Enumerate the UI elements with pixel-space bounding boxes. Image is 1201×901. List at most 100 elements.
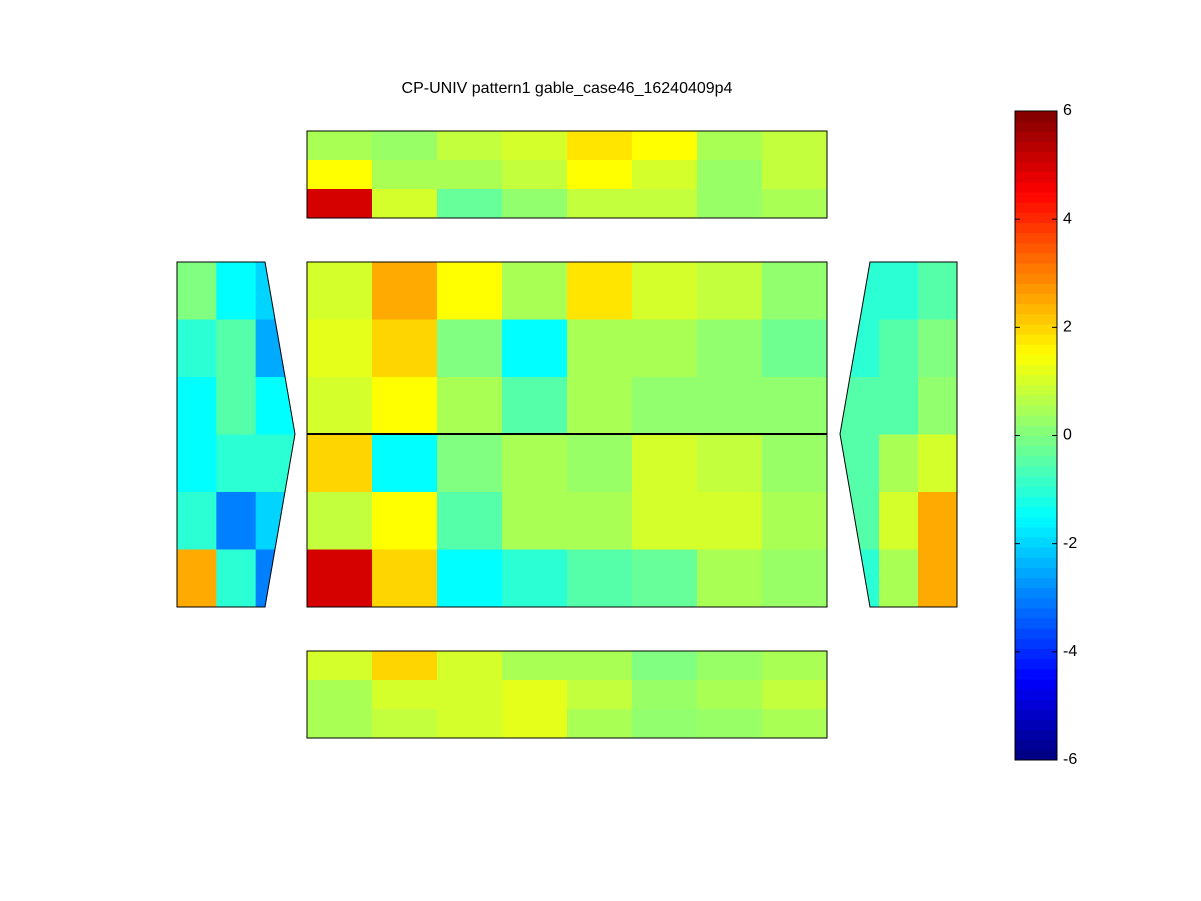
contour-cell bbox=[372, 651, 438, 681]
contour-cell bbox=[307, 434, 373, 493]
panel-frame bbox=[306, 130, 828, 219]
contour-cell bbox=[762, 680, 828, 710]
contour-cell bbox=[567, 651, 633, 681]
colorbar-swatch bbox=[1015, 283, 1057, 295]
contour-cell bbox=[437, 131, 503, 161]
colorbar-swatch bbox=[1015, 668, 1057, 680]
colorbar-swatch bbox=[1015, 699, 1057, 710]
contour-cell bbox=[567, 377, 633, 435]
contour-cell bbox=[697, 434, 763, 493]
contour-cell bbox=[918, 549, 957, 607]
colorbar-swatch bbox=[1015, 719, 1057, 731]
contour-cell bbox=[879, 377, 919, 435]
colorbar-swatch bbox=[1015, 709, 1057, 720]
contour-cell bbox=[307, 651, 373, 681]
contour-cell bbox=[177, 377, 217, 435]
contour-cell bbox=[632, 160, 698, 190]
contour-cell bbox=[437, 434, 503, 493]
contour-cell bbox=[879, 262, 919, 320]
contour-cell bbox=[762, 709, 828, 739]
contour-cell bbox=[307, 131, 373, 161]
contour-cell bbox=[697, 131, 763, 161]
colorbar-swatch bbox=[1015, 689, 1057, 700]
colorbar-swatch bbox=[1015, 577, 1057, 589]
contour-cell bbox=[177, 319, 217, 378]
contour-cell bbox=[437, 651, 503, 681]
contour-cell bbox=[632, 319, 698, 378]
contour-cell bbox=[372, 492, 438, 550]
contour-cell bbox=[437, 377, 503, 435]
contour-cell bbox=[307, 492, 373, 550]
colorbar-swatch bbox=[1015, 242, 1057, 254]
contour-cell bbox=[177, 434, 217, 493]
contour-cell bbox=[762, 651, 828, 681]
contour-cell bbox=[177, 262, 217, 320]
colorbar-swatch bbox=[1015, 445, 1057, 457]
contour-cell bbox=[372, 680, 438, 710]
contour-cell bbox=[372, 131, 438, 161]
contour-cell bbox=[372, 189, 438, 219]
colorbar-swatch bbox=[1015, 496, 1057, 507]
colorbar-swatch bbox=[1015, 557, 1057, 568]
colorbar-swatch bbox=[1015, 334, 1057, 345]
contour-cell bbox=[567, 189, 633, 219]
contour-cell bbox=[567, 262, 633, 320]
contour-cell bbox=[216, 492, 257, 550]
contour-cell bbox=[879, 492, 919, 550]
contour-cell bbox=[502, 319, 568, 378]
contour-cell bbox=[502, 377, 568, 435]
contour-cell bbox=[502, 549, 568, 608]
contour-cell bbox=[307, 549, 373, 608]
colorbar-tick-label: 0 bbox=[1063, 427, 1072, 444]
contour-cell bbox=[437, 492, 503, 550]
colorbar-swatch bbox=[1015, 587, 1057, 599]
contour-cell bbox=[502, 160, 568, 190]
colorbar-swatch bbox=[1015, 222, 1057, 234]
contour-cell bbox=[177, 549, 217, 607]
contour-cell bbox=[502, 651, 568, 681]
contour-cell bbox=[437, 709, 503, 739]
colorbar-swatch bbox=[1015, 364, 1057, 376]
colorbar-swatch bbox=[1015, 374, 1057, 386]
colorbar-swatch bbox=[1015, 313, 1057, 325]
contour-cell bbox=[502, 492, 568, 550]
contour-cell bbox=[918, 377, 957, 435]
contour-cell bbox=[372, 377, 438, 435]
contour-cell bbox=[502, 262, 568, 320]
contour-cell bbox=[762, 492, 828, 550]
contour-cell bbox=[632, 262, 698, 320]
contour-cell bbox=[697, 160, 763, 190]
contour-cell bbox=[437, 680, 503, 710]
colorbar-swatch bbox=[1015, 354, 1057, 366]
contour-cell bbox=[372, 262, 438, 320]
contour-cell bbox=[567, 549, 633, 608]
contour-cell bbox=[879, 319, 919, 378]
colorbar-swatch bbox=[1015, 384, 1057, 396]
contour-cell bbox=[567, 131, 633, 161]
colorbar-swatch bbox=[1015, 486, 1057, 497]
contour-cell bbox=[216, 434, 257, 493]
colorbar-swatch bbox=[1015, 161, 1057, 173]
contour-cell bbox=[216, 262, 257, 320]
contour-cell bbox=[632, 434, 698, 493]
colorbar-tick-label: 2 bbox=[1063, 319, 1072, 336]
panel bbox=[307, 651, 828, 739]
colorbar-swatch bbox=[1015, 303, 1057, 315]
contour-cell bbox=[918, 262, 957, 320]
colorbar-swatch bbox=[1015, 425, 1057, 436]
panel bbox=[307, 131, 828, 219]
colorbar-swatch bbox=[1015, 536, 1057, 548]
contour-cell bbox=[216, 319, 257, 378]
colorbar-swatch bbox=[1015, 506, 1057, 518]
colorbar-swatch bbox=[1015, 628, 1057, 639]
colorbar-swatch bbox=[1015, 678, 1057, 690]
contour-cell bbox=[437, 319, 503, 378]
contour-cell bbox=[372, 549, 438, 608]
colorbar-swatch bbox=[1015, 232, 1057, 244]
contour-cell bbox=[216, 549, 257, 607]
contour-cell bbox=[372, 709, 438, 739]
colorbar-swatch bbox=[1015, 648, 1057, 660]
contour-cell bbox=[762, 160, 828, 190]
contour-cell bbox=[307, 377, 373, 435]
contour-cell bbox=[762, 262, 828, 320]
